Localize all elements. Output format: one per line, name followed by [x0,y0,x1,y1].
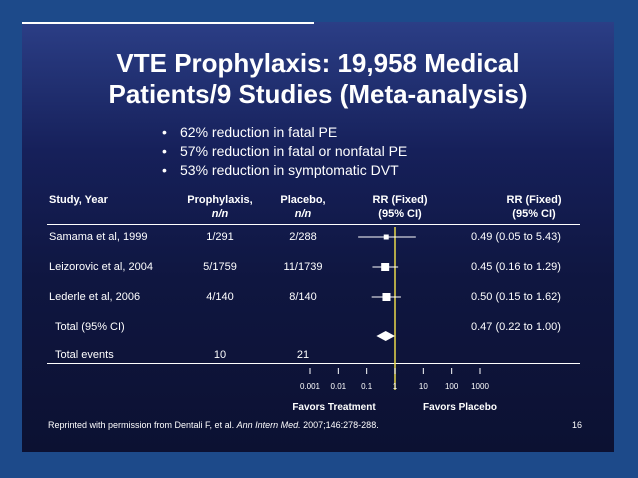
x-tick-label: 0.1 [361,382,373,391]
x-tick-label: 1000 [471,382,489,391]
bullet-item: 53% reduction in symptomatic DVT [162,161,407,180]
header-prophylaxis-sub: n/n [211,208,229,220]
header-rr-text-sub: (95% CI) [512,208,556,220]
header-rr-plot-label: RR (Fixed) [372,194,428,206]
rr-text: 0.45 (0.16 to 1.29) [471,261,561,273]
header-prophylaxis: Prophylaxis, n/n [174,193,266,221]
slide-title: VTE Prophylaxis: 19,958 Medical Patients… [22,48,614,110]
citation: Reprinted with permission from Dentali F… [48,420,379,430]
total-diamond [376,331,395,341]
prophylaxis-count: 1/291 [206,231,234,243]
header-rr-text-label: RR (Fixed) [506,194,562,206]
point-estimate [381,263,390,271]
title-line-2: Patients/9 Studies (Meta-analysis) [108,79,528,109]
header-rr-text: RR (Fixed) (95% CI) [484,193,584,221]
bullet-item: 62% reduction in fatal PE [162,123,407,142]
total-rr-text: 0.47 (0.22 to 1.00) [471,321,561,333]
forest-plot: 0.001 0.01 0.1 1 10 100 1000 Favors Treatment Fa… [292,227,497,413]
study-name: Samama et al, 1999 [49,231,148,243]
header-study: Study, Year [49,194,108,206]
placebo-count: 8/140 [289,291,317,303]
slide: VTE Prophylaxis: 19,958 Medical Patients… [22,22,614,452]
x-tick-label: 0.01 [331,382,347,391]
events-prophylaxis: 10 [213,349,227,361]
placebo-count: 2/288 [289,231,317,243]
favors-treatment-label: Favors Treatment [292,402,376,413]
total-label: Total (95% CI) [55,321,125,333]
prophylaxis-count: 4/140 [206,291,234,303]
events-label: Total events [55,349,114,361]
point-estimate [382,293,391,301]
prophylaxis-count: 5/1759 [203,261,237,273]
rr-text: 0.49 (0.05 to 5.43) [471,231,561,243]
study-name: Leizorovic et al, 2004 [49,261,153,273]
table-header-rule [47,224,580,225]
study-name: Lederle et al, 2006 [49,291,141,303]
events-placebo: 21 [296,349,310,361]
x-tick-label: 1 [393,382,398,391]
rr-text: 0.50 (0.15 to 1.62) [471,291,561,303]
placebo-count: 11/1739 [283,261,323,273]
table-bottom-rule [47,363,580,364]
page-number: 16 [572,420,583,430]
x-tick-label: 10 [419,382,428,391]
header-prophylaxis-label: Prophylaxis, [187,194,253,206]
x-tick-label: 0.001 [300,382,321,391]
title-line-1: VTE Prophylaxis: 19,958 Medical [116,48,520,78]
header-rr-plot: RR (Fixed) (95% CI) [348,193,452,221]
header-placebo-label: Placebo, [280,194,326,206]
header-rr-plot-sub: (95% CI) [378,208,422,220]
header-placebo-sub: n/n [294,208,312,220]
x-tick-label: 100 [445,382,459,391]
bullet-item: 57% reduction in fatal or nonfatal PE [162,142,407,161]
header-placebo: Placebo, n/n [266,193,340,221]
slide-top-rule [22,22,314,24]
bullet-list: 62% reduction in fatal PE 57% reduction … [162,123,407,180]
favors-placebo-label: Favors Placebo [423,402,497,413]
point-estimate [383,234,389,240]
